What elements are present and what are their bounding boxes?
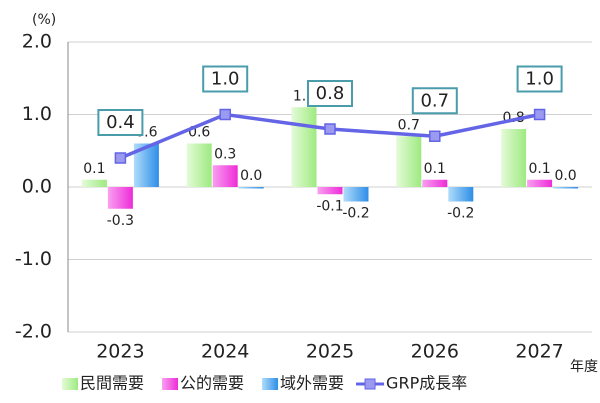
y-unit: (%) <box>32 12 56 28</box>
label-box <box>97 109 144 136</box>
legend-swatch <box>162 378 179 390</box>
bar <box>317 187 343 195</box>
bar <box>396 136 422 187</box>
line-marker <box>219 108 231 121</box>
value-label: -0.1 <box>316 198 343 214</box>
y-tick-label: 2.0 <box>22 31 52 53</box>
y-tick-label: 1.0 <box>22 103 52 125</box>
value-label: 0.7 <box>420 90 449 111</box>
legend-label: 公的需要 <box>180 374 244 393</box>
label-box <box>202 65 249 93</box>
legend-swatch <box>262 378 279 390</box>
bar <box>81 179 107 187</box>
y-tick-label: -1.0 <box>15 248 52 270</box>
value-label: -0.2 <box>342 206 369 222</box>
bar <box>501 129 527 187</box>
value-label: 1.0 <box>211 69 240 90</box>
value-label: 0.8 <box>316 83 345 104</box>
line-marker <box>429 130 441 142</box>
bar <box>291 107 317 187</box>
value-label: 0.1 <box>528 161 550 177</box>
x-tick-label: 2023 <box>96 341 144 363</box>
bar <box>448 187 474 202</box>
value-label: 1.0 <box>525 69 554 90</box>
value-label: 0.1 <box>424 161 446 177</box>
value-label: 0.0 <box>240 168 262 184</box>
bar <box>238 187 264 189</box>
value-label: 0.3 <box>214 146 236 162</box>
bar <box>212 165 238 187</box>
bar <box>422 179 448 187</box>
x-unit: 年度 <box>570 359 598 375</box>
legend-label: 域外需要 <box>280 374 344 393</box>
line-marker <box>114 152 127 164</box>
line-marker <box>324 123 336 135</box>
value-label: -0.3 <box>107 213 134 229</box>
bar <box>107 187 133 209</box>
value-label: 0.4 <box>106 112 135 133</box>
bar <box>186 143 212 187</box>
x-tick-label: 2025 <box>306 341 354 363</box>
value-label: -0.2 <box>447 206 474 222</box>
label-box <box>516 65 563 93</box>
x-tick-label: 2024 <box>201 341 249 363</box>
label-box <box>307 80 353 107</box>
legend-label: 民間需要 <box>80 374 144 393</box>
label-box <box>411 87 458 115</box>
line-marker <box>533 108 546 121</box>
x-tick-label: 2027 <box>515 341 563 363</box>
value-label: 0.7 <box>398 117 420 133</box>
value-label: 0.0 <box>554 168 576 184</box>
value-label: 0.1 <box>83 161 105 177</box>
bar <box>553 187 579 189</box>
bar <box>343 187 369 202</box>
line <box>119 112 540 160</box>
bar <box>527 179 553 187</box>
x-tick-label: 2026 <box>411 341 459 363</box>
legend-label: GRP成長率 <box>386 374 467 393</box>
y-tick-label: 0.0 <box>22 176 52 198</box>
legend-swatch <box>62 378 78 390</box>
y-tick-label: -2.0 <box>15 321 52 343</box>
legend-swatch <box>364 378 376 390</box>
